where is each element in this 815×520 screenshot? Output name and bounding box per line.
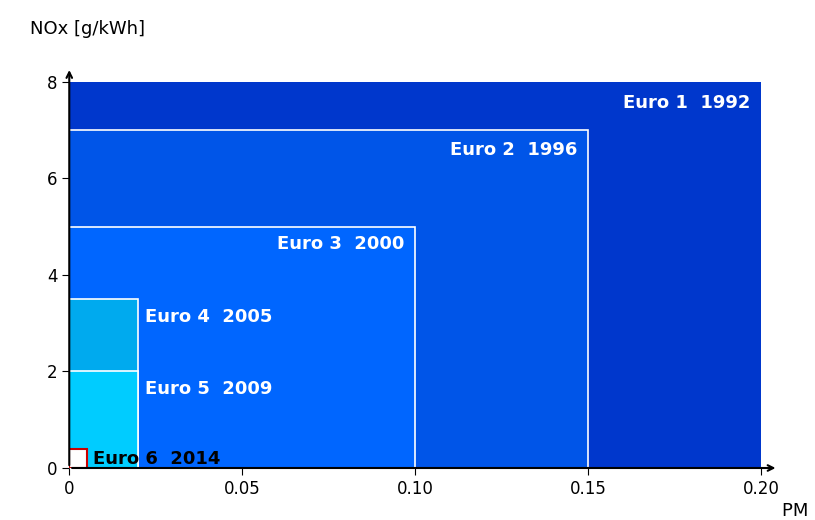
Text: Euro 5  2009: Euro 5 2009: [145, 380, 273, 398]
Text: Euro 3  2000: Euro 3 2000: [277, 235, 405, 253]
Bar: [69, 449, 86, 468]
Bar: [69, 371, 139, 468]
Text: Euro 4  2005: Euro 4 2005: [145, 308, 273, 326]
Bar: [69, 299, 139, 468]
Bar: [69, 130, 588, 468]
Text: PM [g/kWh]: PM [g/kWh]: [782, 502, 815, 520]
Bar: [69, 227, 415, 468]
Text: NOx [g/kWh]: NOx [g/kWh]: [30, 20, 145, 38]
Text: Euro 1  1992: Euro 1 1992: [623, 94, 751, 112]
Text: Euro 6  2014: Euro 6 2014: [94, 450, 221, 467]
Text: Euro 2  1996: Euro 2 1996: [451, 140, 578, 159]
